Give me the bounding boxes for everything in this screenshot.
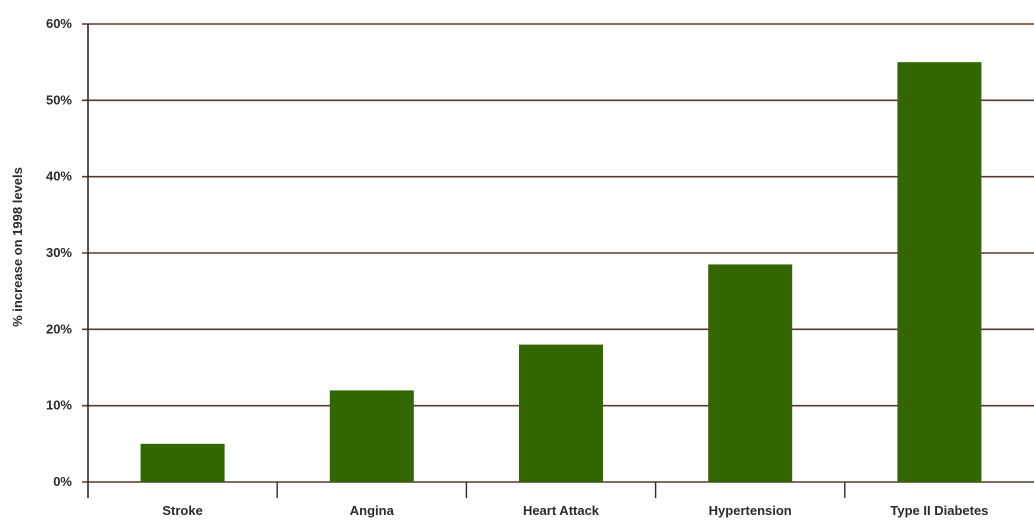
y-tick-label: 40%: [46, 169, 72, 184]
bar-hypertension: [708, 264, 793, 482]
axes: [87, 24, 846, 498]
y-tick-label: 20%: [46, 321, 72, 336]
y-tick-label: 60%: [46, 16, 72, 31]
x-tick-label: Type II Diabetes: [890, 503, 988, 518]
bar-type-ii-diabetes: [897, 62, 982, 483]
bar-angina: [329, 390, 414, 482]
x-tick-label: Heart Attack: [523, 503, 600, 518]
grid-lines: [82, 23, 1034, 483]
y-tick-label: 30%: [46, 245, 72, 260]
y-tick-label: 50%: [46, 92, 72, 107]
x-tick-label: Stroke: [162, 503, 202, 518]
y-tick-label: 0%: [53, 474, 72, 489]
y-tick-label: 10%: [46, 398, 72, 413]
bar-stroke: [140, 443, 225, 482]
labels: 0% 10% 20% 30% 40% 50% 60% Stroke Angina Heart At…: [46, 16, 988, 518]
bars: [140, 62, 982, 483]
y-axis-title: % increase on 1998 levels: [10, 167, 25, 327]
x-tick-label: Hypertension: [709, 503, 792, 518]
x-tick-label: Angina: [350, 503, 395, 518]
bar-heart-attack: [519, 344, 603, 482]
